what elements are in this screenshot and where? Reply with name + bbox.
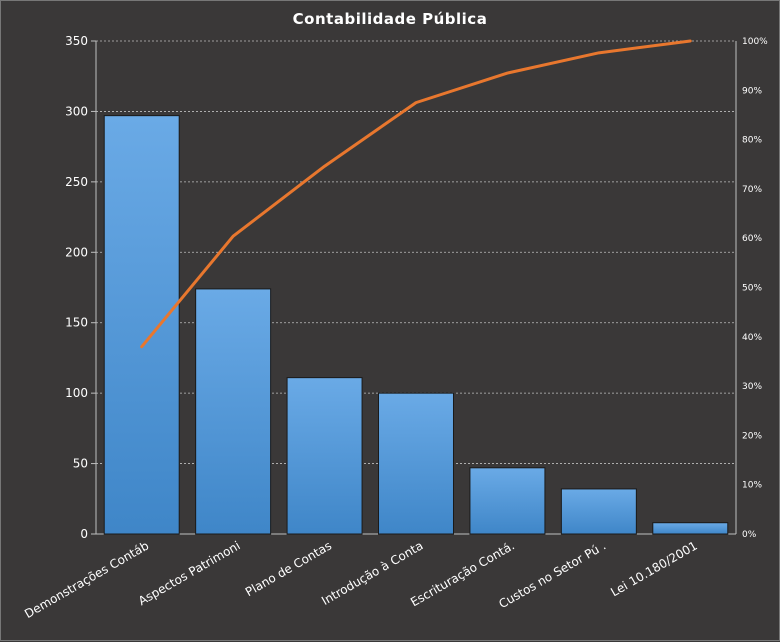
x-tick-label: Plano de Contas bbox=[243, 538, 334, 599]
y2-tick-label: 10% bbox=[742, 481, 762, 491]
y2-tick-label: 60% bbox=[742, 234, 762, 244]
y-tick-label: 0 bbox=[80, 527, 88, 541]
bar bbox=[103, 115, 180, 535]
x-tick-label: Demonstrações Contáb bbox=[22, 538, 151, 621]
y2-tick-label: 30% bbox=[742, 382, 762, 392]
bar-series bbox=[103, 115, 729, 535]
bar bbox=[286, 377, 363, 535]
y-tick-label: 150 bbox=[65, 316, 88, 330]
y-tick-label: 250 bbox=[65, 175, 88, 189]
cumulative-line-series bbox=[140, 39, 692, 349]
x-tick-label: Aspectos Patrimoni bbox=[136, 538, 243, 608]
bar bbox=[652, 522, 729, 535]
y2-tick-label: 20% bbox=[742, 431, 762, 441]
cumulative-line bbox=[140, 39, 692, 349]
y2-tick-label: 100% bbox=[742, 37, 768, 47]
y-tick-label: 300 bbox=[65, 104, 88, 118]
bar bbox=[195, 288, 272, 535]
y2-tick-label: 70% bbox=[742, 185, 762, 195]
y-tick-label: 50 bbox=[73, 457, 88, 471]
y-tick-label: 200 bbox=[65, 245, 88, 259]
bar bbox=[378, 392, 454, 535]
y2-tick-label: 40% bbox=[742, 333, 762, 343]
y2-tick-label: 50% bbox=[742, 284, 762, 294]
y-tick-label: 100 bbox=[65, 386, 88, 400]
y-tick-label: 350 bbox=[65, 34, 88, 48]
x-tick-label: Lei 10.180/2001 bbox=[608, 538, 700, 599]
bar bbox=[469, 467, 546, 535]
bar bbox=[560, 488, 637, 535]
chart-title: Contabilidade Pública bbox=[293, 10, 488, 28]
y2-tick-label: 80% bbox=[742, 136, 762, 146]
y2-tick-label: 90% bbox=[742, 86, 762, 96]
y2-tick-label: 0% bbox=[742, 530, 757, 540]
